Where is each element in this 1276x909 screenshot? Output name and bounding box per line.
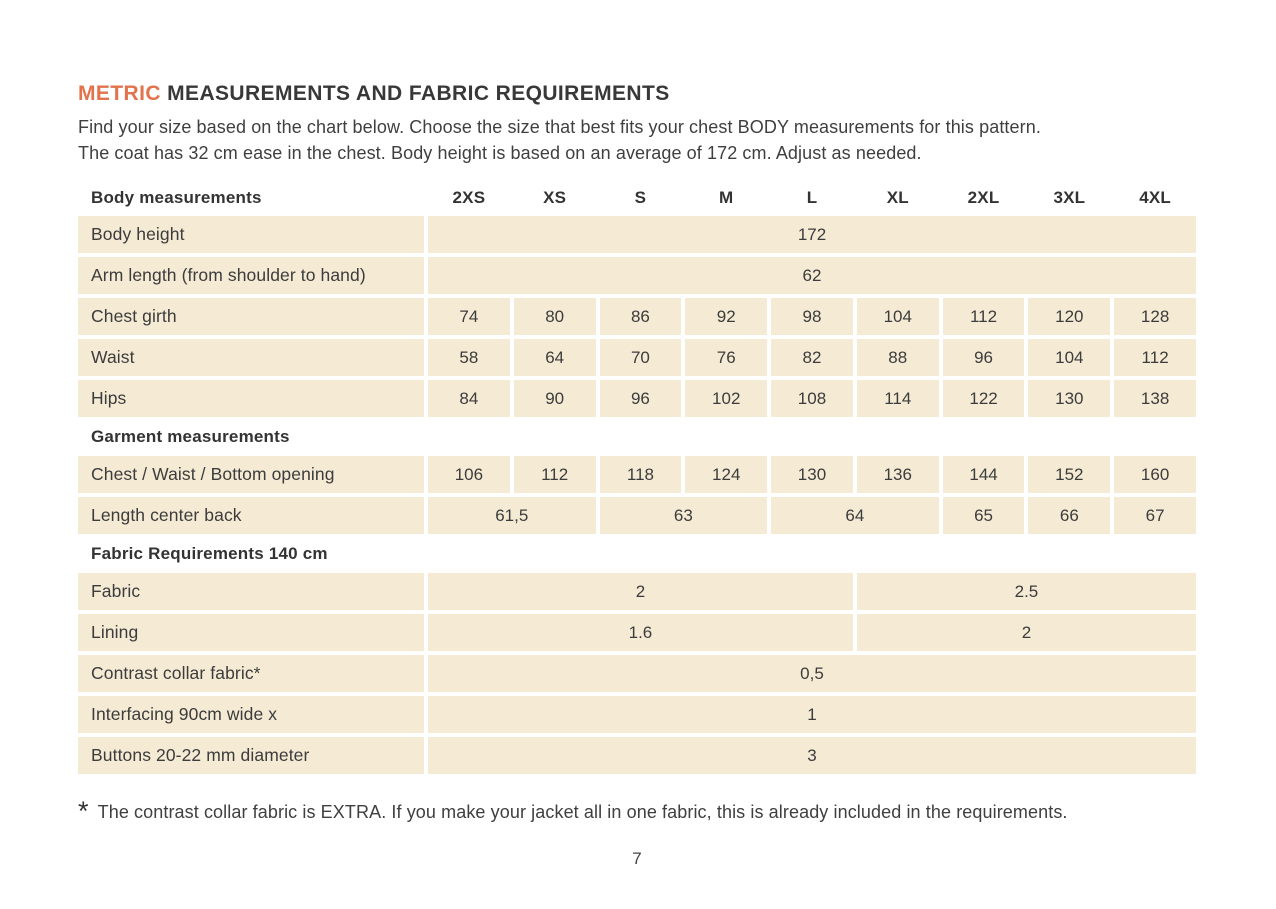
value-cell: 88 [856,339,939,376]
value-cell: 65 [942,497,1025,534]
value-cell: 104 [856,298,939,335]
section-header: Garment measurements [78,421,1196,452]
value-cell: 112 [1114,339,1196,376]
value-cell: 2.5 [856,573,1196,610]
value-cell: 96 [942,339,1025,376]
row-label: Chest girth [78,298,424,335]
row-label: Hips [78,380,424,417]
size-column-header-m: M [685,183,768,212]
value-cell: 62 [428,257,1196,294]
value-cell: 66 [1028,497,1111,534]
row-label: Body height [78,216,424,253]
value-cell: 144 [942,456,1025,493]
row-label: Contrast collar fabric* [78,655,424,692]
value-cell: 136 [856,456,939,493]
value-cell: 118 [599,456,682,493]
row-label: Arm length (from shoulder to hand) [78,257,424,294]
value-cell: 124 [685,456,768,493]
row-label: Length center back [78,497,424,534]
row-label: Lining [78,614,424,651]
size-column-header-s: S [599,183,682,212]
section-header: Fabric Requirements 140 cm [78,538,1196,569]
value-cell: 1 [428,696,1196,733]
value-cell: 64 [771,497,939,534]
value-cell: 76 [685,339,768,376]
size-column-header-l: L [771,183,853,212]
value-cell: 130 [771,456,853,493]
value-cell: 90 [513,380,596,417]
value-cell: 82 [771,339,853,376]
value-cell: 3 [428,737,1196,774]
value-cell: 108 [771,380,853,417]
value-cell: 63 [599,497,768,534]
size-column-header-4xl: 4XL [1114,183,1196,212]
size-column-header-2xl: 2XL [942,183,1025,212]
page-title: METRIC MEASUREMENTS AND FABRIC REQUIREME… [78,82,1196,106]
value-cell: 61,5 [428,497,596,534]
row-label: Waist [78,339,424,376]
value-cell: 120 [1028,298,1111,335]
value-cell: 58 [428,339,510,376]
row-label: Fabric [78,573,424,610]
value-cell: 112 [513,456,596,493]
title-rest: MEASUREMENTS AND FABRIC REQUIREMENTS [160,82,670,105]
value-cell: 160 [1114,456,1196,493]
size-column-header-xl: XL [856,183,939,212]
value-cell: 70 [599,339,682,376]
value-cell: 138 [1114,380,1196,417]
page-number: 7 [632,849,642,868]
value-cell: 96 [599,380,682,417]
value-cell: 106 [428,456,510,493]
size-column-header-xs: XS [513,183,596,212]
value-cell: 172 [428,216,1196,253]
size-chart-table: Body measurements 2XS XS S M L XL 2XL 3XL 4XL Body… [78,183,1196,774]
value-cell: 84 [428,380,510,417]
value-cell: 1.6 [428,614,853,651]
value-cell: 74 [428,298,510,335]
row-label: Chest / Waist / Bottom opening [78,456,424,493]
intro-line-2: The coat has 32 cm ease in the chest. Bo… [78,143,922,163]
row-label: Buttons 20-22 mm diameter [78,737,424,774]
value-cell: 104 [1028,339,1111,376]
value-cell: 86 [599,298,682,335]
value-cell: 92 [685,298,768,335]
value-cell: 122 [942,380,1025,417]
footnote-text: The contrast collar fabric is EXTRA. If … [97,802,1068,822]
value-cell: 67 [1114,497,1196,534]
value-cell: 112 [942,298,1025,335]
table-header-label: Body measurements [78,183,424,212]
value-cell: 152 [1028,456,1111,493]
value-cell: 98 [771,298,853,335]
value-cell: 128 [1114,298,1196,335]
value-cell: 114 [856,380,939,417]
value-cell: 2 [856,614,1196,651]
size-column-header-3xl: 3XL [1028,183,1111,212]
value-cell: 0,5 [428,655,1196,692]
row-label: Interfacing 90cm wide x [78,696,424,733]
size-column-header-2xs: 2XS [428,183,510,212]
value-cell: 102 [685,380,768,417]
value-cell: 2 [428,573,853,610]
asterisk-marker: * [78,796,89,826]
value-cell: 80 [513,298,596,335]
footnote: * The contrast collar fabric is EXTRA. If… [78,796,1196,826]
intro-line-1: Find your size based on the chart below.… [78,117,1041,137]
value-cell: 64 [513,339,596,376]
title-highlight: METRIC [78,82,161,105]
value-cell: 130 [1028,380,1111,417]
